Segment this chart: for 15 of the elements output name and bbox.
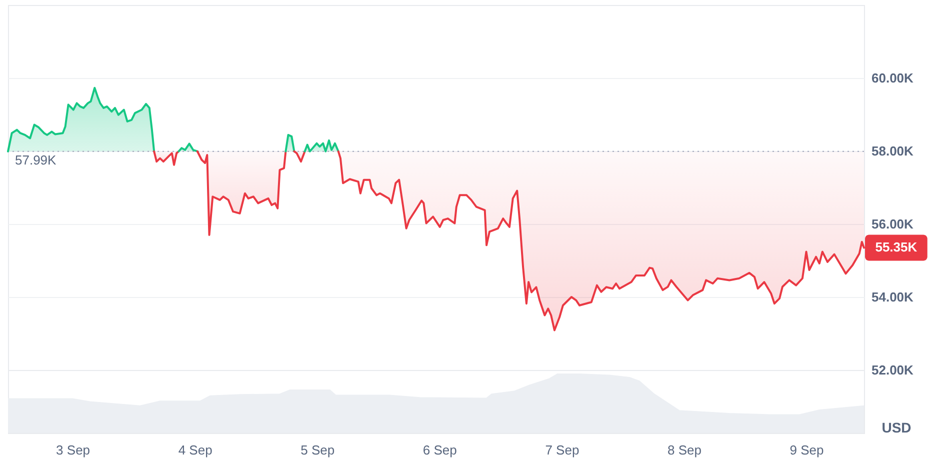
x-tick-label: 6 Sep: [422, 442, 457, 458]
x-tick-label: 7 Sep: [545, 442, 580, 458]
ref-line-label: 57.99K: [15, 152, 57, 168]
y-tick-label: 60.00K: [872, 70, 914, 86]
y-tick-label: 54.00K: [872, 290, 914, 304]
x-tick-label: 5 Sep: [300, 442, 335, 458]
x-tick-label: 3 Sep: [56, 442, 90, 458]
y-tick-label: 56.00K: [872, 216, 914, 232]
y-tick-label: 58.00K: [872, 144, 914, 158]
x-tick-label: 9 Sep: [790, 442, 824, 458]
y-axis-title: USD: [882, 420, 912, 436]
x-tick-label: 4 Sep: [178, 442, 212, 458]
y-tick-label: 52.00K: [872, 362, 914, 378]
x-tick-label: 8 Sep: [667, 442, 702, 458]
annotation: 55.35K: [875, 240, 918, 255]
